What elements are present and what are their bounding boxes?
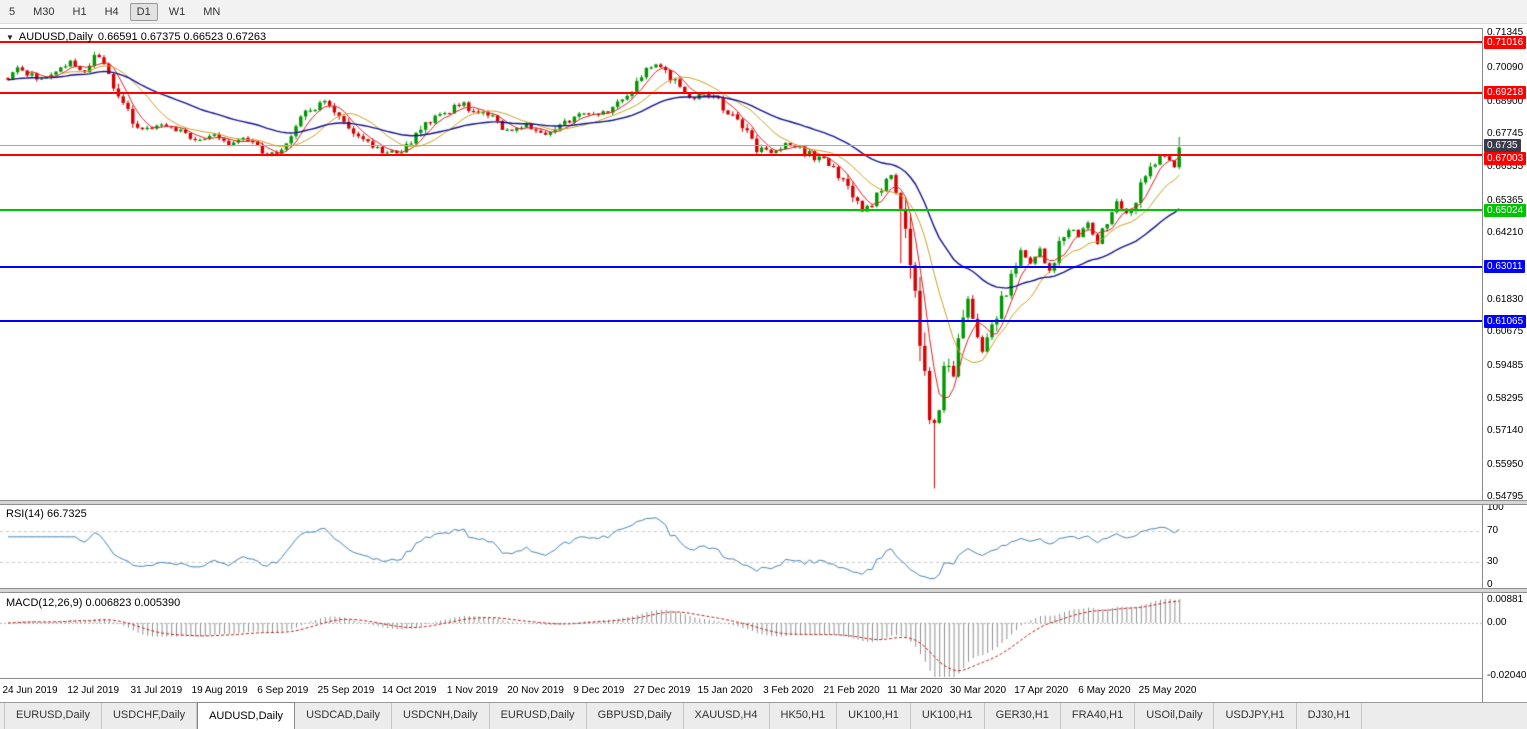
date-label: 21 Feb 2020 <box>823 685 880 696</box>
current-price-line <box>0 145 1482 146</box>
horizontal-line-0.69218[interactable] <box>0 91 1482 94</box>
macd-tick: 0.00 <box>1487 616 1507 628</box>
date-label: 11 Mar 2020 <box>887 685 943 696</box>
current-price-badge: 0.6735 <box>1484 138 1521 152</box>
timeframe-button-h4[interactable]: H4 <box>104 5 119 18</box>
horizontal-line-0.63011[interactable] <box>0 265 1482 268</box>
hline-price-badge: 0.61065 <box>1484 314 1527 328</box>
rsi-tick: 0 <box>1487 579 1493 590</box>
date-label: 25 Sep 2019 <box>317 685 375 696</box>
chart-tab-ger30-h1[interactable]: GER30,H1 <box>985 703 1061 729</box>
chart-tab-eurusd-daily[interactable]: EURUSD,Daily <box>4 703 102 729</box>
macd-tick: -0.02040 <box>1487 670 1527 681</box>
timeframe-button-w1[interactable]: W1 <box>168 5 186 18</box>
timeframe-button-d1[interactable]: D1 <box>129 2 158 21</box>
timeframe-toolbar: 5 M30 H1 H4 D1 W1 MN <box>0 0 1527 24</box>
date-label: 17 Apr 2020 <box>1014 685 1069 696</box>
chart-tab-dj30-h1[interactable]: DJ30,H1 <box>1297 703 1363 729</box>
price-tick: 0.60675 <box>1487 326 1524 338</box>
horizontal-line-0.67003[interactable] <box>0 153 1482 156</box>
chart-tab-fra40-h1[interactable]: FRA40,H1 <box>1061 703 1136 729</box>
chart-tab-usoil-daily[interactable]: USOil,Daily <box>1135 703 1215 729</box>
chart-tab-hk50-h1[interactable]: HK50,H1 <box>770 703 838 729</box>
chart-tab-bar: EURUSD,Daily USDCHF,Daily AUDUSD,Daily USDC… <box>0 702 1527 729</box>
chart-tab-usdcad-daily[interactable]: USDCAD,Daily <box>295 703 393 729</box>
date-label: 25 May 2020 <box>1138 685 1197 696</box>
chart-tab-eurusd-daily[interactable]: EURUSD,Daily <box>490 703 587 729</box>
chart-tab-audusd-daily[interactable]: AUDUSD,Daily <box>197 702 296 729</box>
rsi-indicator-label: RSI(14) 66.7325 <box>6 508 87 520</box>
price-tick: 0.55950 <box>1487 458 1524 470</box>
timeframe-button-h1[interactable]: H1 <box>72 5 87 18</box>
symbol-info: ▼ AUDUSD,Daily 0.66591 0.67375 0.66523 0… <box>6 31 266 43</box>
horizontal-line-0.61065[interactable] <box>0 320 1482 323</box>
chart-tab-usdcnh-daily[interactable]: USDCNH,Daily <box>392 703 490 729</box>
hline-price-badge: 0.63011 <box>1484 260 1526 274</box>
price-tick: 0.70090 <box>1487 62 1524 74</box>
price-tick: 0.61830 <box>1487 293 1524 305</box>
panel-splitter-macd[interactable] <box>0 588 1527 593</box>
hline-price-badge: 0.65024 <box>1484 203 1527 217</box>
price-tick: 0.54795 <box>1487 491 1524 502</box>
date-label: 6 May 2020 <box>1078 685 1131 696</box>
macd-tick: 0.00881 <box>1487 594 1524 605</box>
symbol-name: AUDUSD,Daily <box>18 31 93 43</box>
price-tick: 0.66555 <box>1487 161 1524 173</box>
date-label: 15 Jan 2020 <box>697 685 753 696</box>
date-axis[interactable]: 24 Jun 2019 12 Jul 2019 31 Jul 2019 19 Aug … <box>0 678 1527 702</box>
rsi-tick: 100 <box>1487 502 1504 513</box>
date-label: 27 Dec 2019 <box>633 685 691 696</box>
hline-price-badge: 0.71016 <box>1484 35 1527 49</box>
date-label: 24 Jun 2019 <box>2 685 58 696</box>
hline-price-badge: 0.67003 <box>1484 151 1527 165</box>
macd-indicator-label: MACD(12,26,9) 0.006823 0.005390 <box>6 597 181 609</box>
date-label: 31 Jul 2019 <box>130 685 183 696</box>
chart-tab-xauusd-h4[interactable]: XAUUSD,H4 <box>684 703 770 729</box>
panel-splitter-rsi[interactable] <box>0 500 1527 505</box>
date-label: 1 Nov 2019 <box>446 685 498 696</box>
symbol-ohlc: 0.66591 0.67375 0.66523 0.67263 <box>97 31 267 43</box>
chart-frame-border <box>0 28 1527 29</box>
chart-tab-gbpusd-daily[interactable]: GBPUSD,Daily <box>587 703 684 729</box>
chart-tab-uk100-h1[interactable]: UK100,H1 <box>837 703 911 729</box>
date-label: 3 Feb 2020 <box>763 685 814 696</box>
date-label: 30 Mar 2020 <box>949 685 1007 696</box>
date-label: 20 Nov 2019 <box>507 685 564 696</box>
date-label: 6 Sep 2019 <box>257 685 309 696</box>
price-tick: 0.71345 <box>1487 27 1524 38</box>
timeframe-button-mn[interactable]: MN <box>203 5 221 18</box>
chart-tab-usdjpy-h1[interactable]: USDJPY,H1 <box>1214 703 1297 729</box>
date-label: 14 Oct 2019 <box>381 685 437 696</box>
horizontal-line-0.65024[interactable] <box>0 209 1482 212</box>
price-tick: 0.64210 <box>1487 227 1524 239</box>
price-tick: 0.58295 <box>1487 392 1524 404</box>
timeframe-button-m30[interactable]: M30 <box>33 5 55 18</box>
horizontal-line-0.71016[interactable] <box>0 41 1482 44</box>
chart-tab-usdchf-daily[interactable]: USDCHF,Daily <box>102 703 198 729</box>
symbol-dropdown-icon[interactable]: ▼ <box>6 32 14 42</box>
price-tick: 0.65365 <box>1487 194 1524 206</box>
rsi-tick: 70 <box>1487 525 1499 537</box>
chart-tab-uk100-h1[interactable]: UK100,H1 <box>911 703 985 729</box>
timeframe-button-5[interactable]: 5 <box>9 5 16 18</box>
date-label: 12 Jul 2019 <box>67 685 120 696</box>
date-label: 19 Aug 2019 <box>191 685 248 696</box>
price-tick: 0.68900 <box>1487 95 1524 107</box>
date-label: 9 Dec 2019 <box>573 685 625 696</box>
price-tick: 0.59485 <box>1487 359 1524 371</box>
price-tick: 0.57140 <box>1487 425 1524 437</box>
price-axis[interactable]: 0.71345 0.70090 0.68900 0.67745 0.66555 0.653… <box>1482 27 1527 703</box>
hline-price-badge: 0.69218 <box>1484 86 1527 100</box>
price-tick: 0.67745 <box>1487 127 1524 139</box>
rsi-tick: 30 <box>1487 555 1499 567</box>
